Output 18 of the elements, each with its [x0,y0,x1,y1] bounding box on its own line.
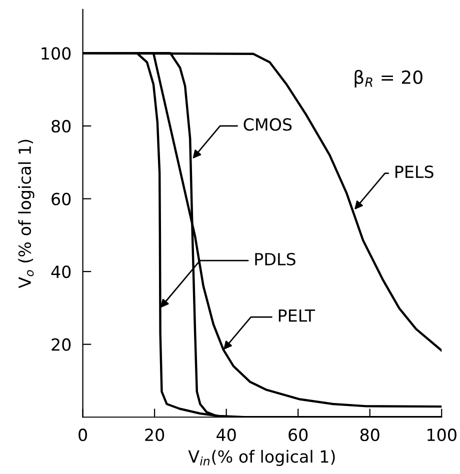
y-tick-label: 20 [52,338,71,351]
annotation: PELS [396,165,434,178]
annotation: PDLS [255,252,296,266]
annotation: PELT [278,309,316,322]
x-axis-title: V$_{in}$(% of logical 1) [188,450,335,466]
x-tick-label: 80 [360,428,380,442]
y-tick-label: 80 [52,120,71,133]
annotation: CMOS [244,118,292,131]
x-tick-label: 0 [78,428,87,442]
x-tick-label: 20 [145,428,164,442]
x-tick-label: 100 [428,428,456,442]
y-tick-label: 40 [51,265,71,278]
x-tick-label: 60 [288,428,308,442]
y-axis-title: V$_{o}$ (% of logical 1) [18,140,34,288]
y-tick-label: 100 [42,47,71,60]
x-tick-label: 40 [216,428,236,442]
y-tick-label: 60 [52,192,71,206]
annotation: β$_{R}$ = 20 [354,70,422,88]
